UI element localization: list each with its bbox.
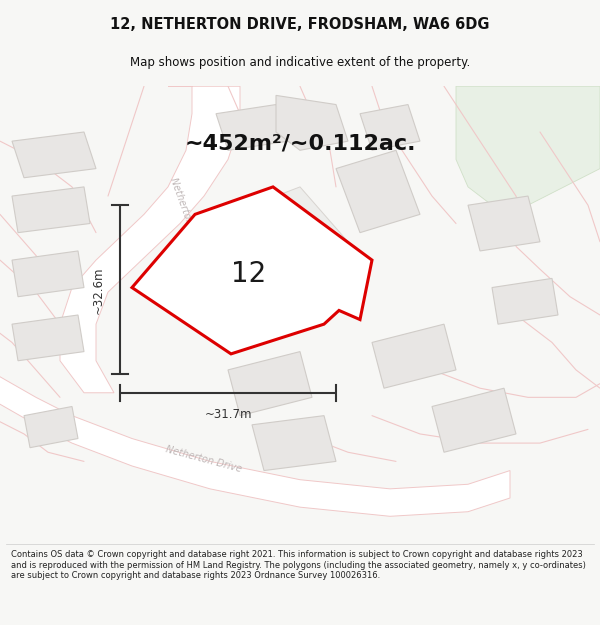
Text: ~31.7m: ~31.7m bbox=[204, 408, 252, 421]
Text: Netherton Drive: Netherton Drive bbox=[168, 176, 204, 253]
Polygon shape bbox=[132, 187, 372, 354]
Polygon shape bbox=[456, 86, 600, 205]
Polygon shape bbox=[276, 96, 348, 150]
Polygon shape bbox=[60, 86, 240, 392]
Text: 12, NETHERTON DRIVE, FRODSHAM, WA6 6DG: 12, NETHERTON DRIVE, FRODSHAM, WA6 6DG bbox=[110, 17, 490, 32]
Polygon shape bbox=[360, 104, 420, 150]
Polygon shape bbox=[336, 150, 420, 232]
Text: 12: 12 bbox=[232, 260, 266, 288]
Text: Map shows position and indicative extent of the property.: Map shows position and indicative extent… bbox=[130, 56, 470, 69]
Polygon shape bbox=[12, 187, 90, 232]
Polygon shape bbox=[432, 388, 516, 452]
Text: Contains OS data © Crown copyright and database right 2021. This information is : Contains OS data © Crown copyright and d… bbox=[11, 550, 586, 580]
Polygon shape bbox=[12, 251, 84, 297]
Polygon shape bbox=[372, 324, 456, 388]
Polygon shape bbox=[252, 416, 336, 471]
Polygon shape bbox=[12, 315, 84, 361]
Polygon shape bbox=[468, 196, 540, 251]
Polygon shape bbox=[24, 406, 78, 447]
Text: Netherton Drive: Netherton Drive bbox=[165, 444, 243, 474]
Polygon shape bbox=[228, 187, 348, 269]
Polygon shape bbox=[12, 132, 96, 178]
Polygon shape bbox=[228, 352, 312, 416]
Polygon shape bbox=[492, 278, 558, 324]
Text: ~32.6m: ~32.6m bbox=[92, 266, 105, 314]
Text: ~452m²/~0.112ac.: ~452m²/~0.112ac. bbox=[184, 133, 416, 153]
Polygon shape bbox=[216, 104, 288, 150]
Polygon shape bbox=[0, 370, 510, 516]
